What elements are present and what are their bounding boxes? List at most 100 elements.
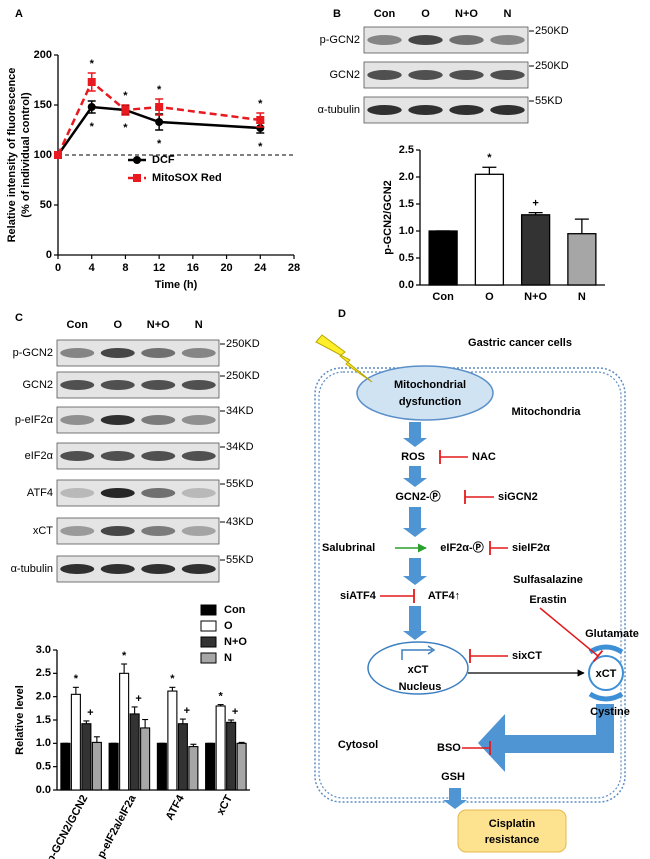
diagram-mitochondrial-dysfunction-1: dysfunction (399, 396, 462, 408)
band (60, 415, 95, 425)
y-tick-label: 0.0 (36, 784, 51, 796)
annotation: * (123, 90, 128, 102)
y-axis-label: (% of individual control) (20, 92, 32, 218)
band (60, 488, 95, 498)
bar (188, 746, 199, 791)
y-tick-label: 1.5 (399, 198, 414, 210)
blot-strip (56, 406, 220, 434)
x-tick-label: N (578, 291, 586, 303)
band (100, 488, 135, 498)
band (60, 380, 95, 390)
diagram-mitochondrial-dysfunction-0: Mitochondrial (394, 379, 466, 391)
y-tick-label: 150 (34, 99, 52, 111)
bar (177, 723, 188, 791)
x-tick-label: p-eIF2a/eIF2a (95, 792, 139, 859)
annotation: + (135, 693, 141, 705)
bar (205, 742, 216, 791)
diagram-ros: ROS (401, 451, 425, 463)
diagram-cystine: Cystine (590, 706, 630, 718)
annotation: * (90, 58, 95, 70)
band (181, 415, 216, 425)
panel-label: D (338, 308, 346, 320)
x-tick-label: 16 (187, 262, 199, 274)
x-tick-label: 24 (254, 262, 267, 274)
bar (119, 672, 130, 791)
diagram-sieif2a: sieIF2α (512, 542, 550, 554)
y-tick-label: 1.0 (36, 737, 51, 749)
bar (108, 742, 119, 791)
point (155, 118, 164, 126)
band (141, 348, 176, 358)
diagram-gsh: GSH (441, 771, 465, 783)
diagram-erastin: Erastin (529, 594, 567, 606)
y-tick-label: 100 (34, 149, 52, 161)
y-tick-label: 2.0 (399, 171, 414, 183)
band (100, 415, 135, 425)
band (408, 70, 443, 80)
band (181, 380, 216, 390)
promoter (401, 649, 432, 660)
band (141, 415, 176, 425)
x-tick-label: ATF4 (164, 792, 188, 822)
annotation: * (122, 650, 127, 662)
annotation: * (90, 121, 95, 133)
x-tick-label: 8 (122, 262, 128, 274)
transporter-bottom (588, 691, 624, 702)
flow-arrow (403, 422, 427, 447)
annotation: * (123, 122, 128, 134)
x-tick-label: xCT (215, 793, 235, 817)
diagram-cell: Gastric cancer cells (468, 337, 572, 349)
diagram-sigcn2: siGCN2 (498, 491, 538, 503)
nucleus (367, 641, 469, 695)
size-label: 250KD (535, 25, 569, 37)
cystine-arrow (478, 704, 614, 772)
row-label: ATF4 (27, 487, 53, 499)
row-label: xCT (33, 525, 53, 537)
legend-marker (133, 156, 141, 164)
band (60, 526, 95, 536)
bar (236, 742, 247, 791)
y-tick-label: 1.5 (36, 714, 51, 726)
outcome-box (457, 809, 567, 853)
legend-swatch (200, 652, 217, 664)
legend-swatch (200, 636, 217, 648)
blot-strip (56, 339, 220, 367)
band (141, 488, 176, 498)
lane-label: Con (374, 8, 396, 20)
band (141, 380, 176, 390)
legend-label: Con (224, 604, 246, 616)
x-tick-label: p-GCN2/GCN2 (45, 793, 91, 859)
legend-swatch (200, 604, 217, 616)
bar (156, 742, 167, 791)
legend-label: DCF (152, 154, 175, 166)
row-label: p-GCN2 (320, 34, 360, 46)
band (100, 526, 135, 536)
band (100, 451, 135, 461)
y-tick-label: 200 (34, 49, 52, 61)
lane-label: Con (67, 319, 89, 331)
row-label: p-eIF2α (15, 414, 54, 426)
annotation: * (74, 673, 79, 685)
size-label: 250KD (226, 338, 260, 350)
lane-label: O (113, 319, 122, 331)
diagram-gcn2: GCN2-Ⓟ (395, 489, 440, 503)
point (256, 124, 265, 132)
diagram-siatf4: siATF4 (340, 590, 377, 602)
x-tick-label: N+O (524, 291, 547, 303)
annotation: + (232, 706, 238, 718)
band (449, 105, 484, 115)
band (141, 526, 176, 536)
blot-strip (56, 517, 220, 545)
x-tick-label: 0 (55, 262, 61, 274)
bar (428, 230, 458, 286)
mitochondrion (356, 365, 494, 421)
diagram-glutamate: Glutamate (585, 628, 639, 640)
lane-label: N+O (455, 8, 478, 20)
panel-label: C (15, 312, 23, 324)
band (408, 35, 443, 45)
band (60, 348, 95, 358)
point (155, 103, 164, 111)
row-label: GCN2 (329, 69, 360, 81)
diagram-xct-transporter: xCT (596, 668, 617, 680)
